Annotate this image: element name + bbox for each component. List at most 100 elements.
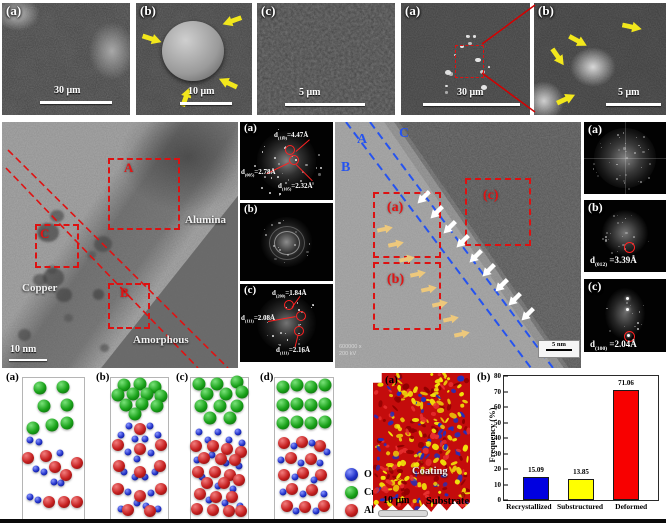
atom-sphere-Al	[133, 443, 146, 455]
fft-panel-left-b: (b)	[240, 203, 333, 281]
fft-spot	[318, 153, 321, 157]
atom-sphere-O	[125, 422, 133, 430]
atom-sphere-Al	[218, 477, 231, 490]
atom-sphere-O	[124, 488, 132, 496]
fft-spot	[641, 166, 643, 168]
atom-sphere-Al	[70, 495, 83, 508]
fft-spot	[609, 232, 612, 235]
fft-panel-right-b: (b) d(012) =3.39Å	[584, 200, 666, 272]
region-box-A	[108, 158, 180, 230]
atom-sphere-Cu	[219, 387, 233, 401]
fft-spot	[277, 163, 280, 166]
bar-value-label: 15.09	[528, 466, 544, 475]
ebsd-speck	[466, 427, 470, 435]
fft-spot	[310, 307, 312, 309]
ebsd-speck	[413, 453, 419, 458]
spot-marker	[294, 326, 304, 336]
fft-spot	[618, 149, 620, 151]
d-subscript: (005)	[244, 172, 255, 178]
atom-sphere-Al	[133, 423, 146, 436]
fft-spot	[609, 143, 611, 145]
spot-marker	[296, 311, 306, 321]
atom-sphere-Al	[295, 435, 308, 448]
atom-sphere-Al	[280, 499, 293, 512]
atom-sphere-Al	[133, 465, 146, 478]
figure-bottom-rule	[0, 519, 666, 523]
white-speck	[479, 69, 486, 75]
atom-sphere-Al	[42, 495, 55, 508]
fft-spot	[288, 294, 291, 297]
ebsd-speck	[416, 441, 424, 449]
atom-sphere-Al	[306, 484, 319, 497]
fft-spot	[618, 136, 620, 139]
fft-spot	[647, 241, 649, 242]
spot-marker	[284, 300, 294, 310]
atom-sphere-Al	[210, 491, 223, 504]
ebsd-speck	[431, 456, 440, 465]
fft-spot	[616, 133, 619, 137]
ebsd-speck	[417, 481, 422, 488]
ebsd-speck	[388, 393, 394, 398]
copper-particle	[56, 288, 72, 302]
sem-panel-a1: (a) 30 μm	[2, 3, 130, 115]
fft-spot	[624, 217, 626, 219]
atom-sphere-Al	[189, 440, 202, 453]
fft-spot	[300, 323, 302, 325]
fft-spot	[281, 172, 284, 175]
copper-particle	[92, 289, 105, 300]
fft-glow	[593, 127, 657, 189]
d-prefix: d	[590, 339, 596, 349]
atom-sphere-Al	[21, 451, 34, 464]
fft-spot	[284, 333, 286, 335]
atom-sphere-Cu	[318, 378, 332, 392]
white-speck	[488, 65, 491, 68]
scale-bar	[546, 349, 572, 352]
x-category-label: Recrystallized	[506, 502, 552, 511]
yellow-arrow-icon	[221, 12, 244, 30]
oxygen-sphere-icon	[345, 468, 358, 481]
atom-sphere-Cu	[276, 398, 290, 412]
fft-spot	[609, 162, 611, 164]
ebsd-panel-label: (a)	[385, 374, 398, 386]
fft-spot	[595, 171, 598, 173]
legend-item-Cu: Cu	[345, 486, 377, 499]
atom-sphere-Cu	[290, 378, 304, 392]
spot-marker	[624, 331, 635, 342]
fft-spot	[593, 163, 595, 165]
fft-spot	[262, 151, 264, 153]
fft-panel-right-a: (a)	[584, 122, 666, 194]
atom-sphere-Cu	[111, 388, 125, 402]
tan-arrow-icon	[453, 327, 471, 340]
ebsd-speck	[395, 433, 404, 439]
atom-sphere-Cu	[223, 411, 237, 425]
atom-sphere-O	[124, 448, 132, 456]
fft-spot	[298, 324, 301, 327]
y-tick-label: 50	[494, 418, 501, 427]
atom-sphere-Cu	[45, 418, 59, 432]
fft-spot	[286, 254, 290, 257]
ebsd-speck	[462, 444, 469, 453]
fft-bright-spot	[625, 297, 629, 301]
scale-label: 10 nm	[10, 344, 37, 355]
fft-spot	[287, 179, 290, 181]
atom-sphere-Cu	[304, 416, 318, 430]
fft-spot	[278, 221, 281, 224]
atom-sphere-Cu	[230, 399, 244, 413]
d-value: =1.84Å	[285, 289, 307, 297]
chart-x-labels: Recrystallized Substructured Deformed	[503, 502, 657, 511]
d-prefix: d	[590, 255, 596, 265]
panel-label: (a)	[588, 122, 602, 136]
annotation-line	[295, 139, 311, 153]
fft-spot	[641, 324, 643, 326]
atom-sphere-O	[323, 448, 331, 456]
fft-spot	[622, 179, 625, 182]
y-tick-label: 30	[494, 449, 501, 458]
d-subscript: (100)	[595, 345, 608, 352]
y-tick-mark	[504, 391, 508, 392]
atom-sphere-O	[151, 468, 159, 476]
d-spacing-label: d(012) =3.39Å	[590, 255, 637, 268]
y-tick-label: 10	[494, 480, 501, 489]
atom-sphere-Al	[200, 477, 213, 490]
d-subscript: (111)	[279, 350, 289, 356]
